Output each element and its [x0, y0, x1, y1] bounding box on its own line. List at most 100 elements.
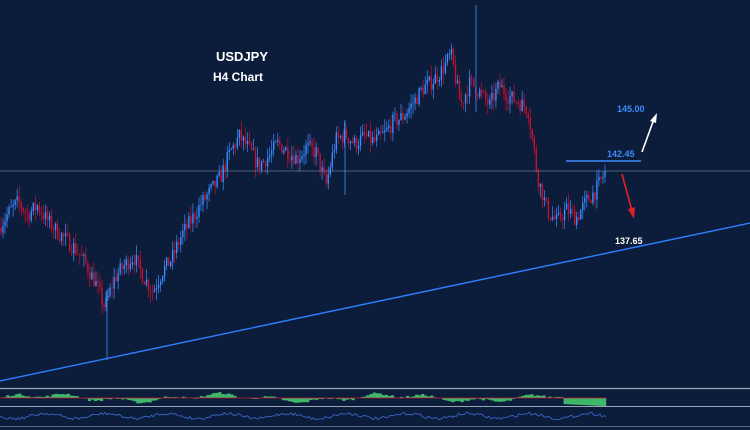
candle-body: [145, 279, 148, 285]
candle-body: [327, 174, 329, 184]
candle-body: [8, 207, 10, 215]
candle-body: [151, 291, 154, 293]
candle-body: [535, 149, 538, 171]
candle-body: [101, 287, 103, 305]
candle-body: [85, 254, 87, 264]
candle-body: [210, 184, 212, 188]
candle-body: [147, 279, 150, 291]
candle-body: [513, 91, 515, 102]
oscillator-bar: [203, 396, 207, 398]
oscillator-bar: [512, 398, 516, 399]
oscillator-bar: [584, 398, 588, 406]
oscillator-bar: [315, 398, 319, 400]
candle-body: [2, 226, 4, 233]
oscillator-bar: [163, 396, 167, 398]
oscillator-bar: [321, 398, 325, 400]
oscillator-bar: [42, 396, 46, 398]
candle-body: [470, 77, 473, 78]
candle-body: [62, 233, 65, 237]
candle-body: [97, 280, 99, 284]
level-label-137-65: 137.65: [615, 236, 643, 246]
candle-body: [434, 74, 437, 84]
candle-body: [26, 212, 28, 214]
candle-body: [117, 273, 119, 282]
candle-body: [414, 97, 416, 104]
oscillator-bar: [48, 396, 52, 398]
candle-body: [392, 114, 394, 134]
oscillator-bar: [384, 394, 389, 398]
oscillator-bar: [415, 394, 419, 398]
candle-body: [444, 62, 447, 74]
candle-body: [426, 79, 428, 85]
candle-body: [172, 250, 174, 262]
candle-body: [208, 187, 210, 195]
candle-body: [412, 103, 414, 105]
candle-body: [167, 257, 170, 266]
candle-body: [592, 192, 594, 204]
candle-body: [75, 243, 77, 254]
candle-body: [438, 80, 441, 82]
candle-body: [258, 157, 261, 170]
oscillator-bar: [418, 395, 422, 398]
oscillator-bar: [451, 398, 455, 403]
oscillator-bar: [448, 398, 452, 402]
oscillator-bar: [51, 394, 55, 398]
oscillator-bar: [596, 398, 601, 406]
oscillator-bar: [372, 392, 376, 398]
candle-body: [549, 217, 552, 220]
candle-body: [4, 221, 6, 227]
candle-body: [56, 223, 59, 239]
candle-body: [279, 140, 281, 145]
oscillator-bar: [406, 395, 410, 398]
candle-body: [109, 287, 111, 296]
candle-body: [182, 230, 184, 238]
candle-body: [174, 250, 176, 254]
candle-body: [479, 90, 481, 97]
oscillator-bar: [463, 398, 467, 401]
oscillator-bar: [209, 394, 213, 398]
oscillator-bar: [181, 396, 185, 398]
oscillator-bar: [306, 398, 310, 403]
oscillator-bar: [106, 398, 110, 399]
candle-body: [192, 213, 194, 224]
oscillator-bar: [21, 395, 25, 398]
candle-body: [190, 216, 192, 224]
candle-body: [561, 219, 564, 221]
candle-body: [40, 212, 43, 215]
oscillator-bar: [290, 398, 295, 402]
candle-body: [66, 233, 69, 235]
oscillator-bar: [133, 398, 137, 402]
level-label-145: 145.00: [617, 104, 645, 114]
candle-body: [28, 212, 30, 221]
oscillator-bar: [578, 398, 582, 405]
oscillator-bar: [427, 396, 431, 398]
oscillator-bar: [390, 395, 395, 398]
candle-body: [489, 99, 491, 105]
candle-body: [64, 233, 67, 237]
candle-body: [547, 200, 550, 218]
candle-body: [420, 87, 422, 89]
candle-body: [363, 131, 366, 135]
oscillator-bar: [139, 398, 143, 404]
oscillator-bar: [506, 398, 510, 401]
candle-body: [309, 141, 311, 143]
candle-body: [95, 280, 97, 287]
candle-body: [234, 145, 237, 148]
candle-body: [539, 183, 542, 187]
oscillator-bar: [6, 395, 10, 398]
oscillator-bar: [230, 394, 234, 398]
candle-body: [531, 129, 533, 138]
oscillator-bar: [575, 398, 579, 405]
oscillator-bar: [115, 398, 119, 399]
candle-body: [339, 136, 342, 138]
oscillator-bar: [381, 395, 385, 398]
oscillator-bar: [284, 398, 289, 401]
candle-body: [345, 128, 348, 139]
candle-body: [50, 215, 53, 230]
oscillator-bar: [142, 398, 146, 403]
oscillator-bar: [442, 398, 446, 400]
candle-body: [218, 172, 220, 176]
candle-body: [139, 258, 142, 269]
candle-body: [424, 84, 426, 95]
candle-body: [228, 149, 230, 153]
